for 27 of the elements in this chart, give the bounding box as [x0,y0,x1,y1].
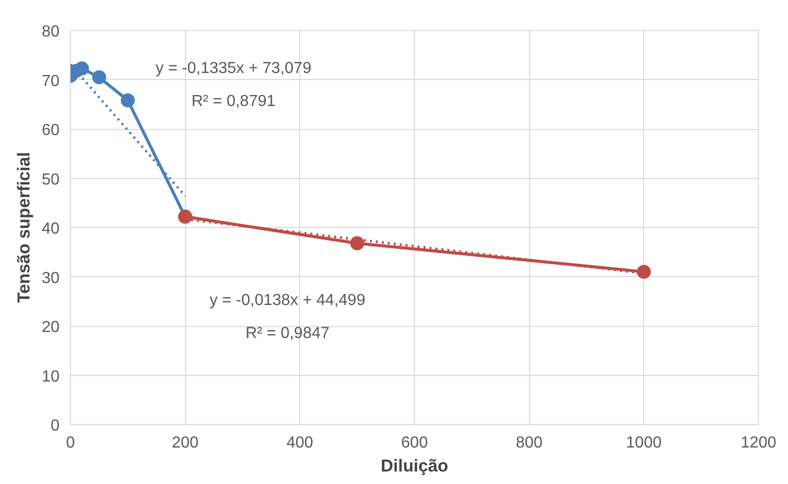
x-tick-label: 600 [401,434,428,452]
y-tick-label: 60 [42,122,60,139]
x-tick-label: 1200 [740,434,776,452]
y-axis-title: Tensão superficial [14,152,34,303]
y-tick-label: 0 [50,418,60,434]
y-tick-label: 10 [42,368,60,386]
annotation: R² = 0,9847 [245,325,330,342]
point [92,70,106,84]
x-tick-label: 0 [66,434,76,452]
y-tick-label: 80 [42,24,60,40]
point [120,93,135,108]
y-tick-label: 20 [42,319,60,336]
annotation: R² = 0,8791 [191,93,276,110]
y-tick-label: 70 [42,72,60,90]
annotation: y = -0,1335x + 73,079 [156,60,312,77]
annotation: y = -0,0138x + 44,499 [210,292,366,309]
y-tick-label: 50 [42,171,60,188]
x-tick-label: 200 [172,434,199,452]
point [350,236,364,250]
x-tick-label: 1000 [626,434,662,452]
x-tick-label: 400 [286,434,314,452]
point [636,264,651,279]
x-axis-title: Diluição [380,456,448,476]
x-tick-label: 800 [516,434,543,452]
y-tick-label: 40 [42,220,60,238]
point [74,61,89,76]
y-tick-label: 30 [42,270,60,287]
